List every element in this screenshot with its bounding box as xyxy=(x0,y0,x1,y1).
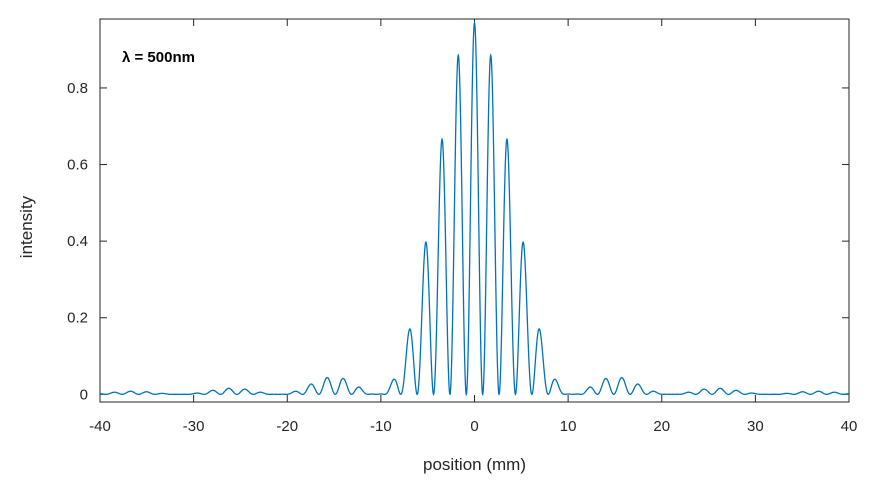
x-tick-label: 20 xyxy=(653,418,670,435)
x-tick-label: -10 xyxy=(370,418,392,435)
y-axis-label: intensity xyxy=(17,195,36,258)
x-tick-label: 10 xyxy=(560,418,577,435)
x-tick-label: 0 xyxy=(470,418,478,435)
x-tick-label: -40 xyxy=(89,418,111,435)
annotation-wavelength: λ = 500nm xyxy=(122,49,195,66)
intensity-curve xyxy=(99,20,850,397)
y-tick-label: 0.8 xyxy=(67,80,88,97)
plot-area xyxy=(99,18,850,403)
y-tick-label: 0.2 xyxy=(67,310,88,327)
x-tick-label: -30 xyxy=(183,418,205,435)
x-tick-label: 40 xyxy=(841,418,858,435)
y-tick-label: 0.6 xyxy=(67,157,88,174)
x-tick-labels: -40 -30 -20 -10 0 10 20 30 40 xyxy=(89,418,857,435)
y-tick-label: 0.4 xyxy=(67,233,88,250)
x-tick-label: 30 xyxy=(747,418,764,435)
y-tick-labels: 0 0.2 0.4 0.6 0.8 xyxy=(67,80,88,403)
x-axis-label: position (mm) xyxy=(423,455,526,474)
y-tick-label: 0 xyxy=(80,386,88,403)
axis-ticks xyxy=(99,19,850,402)
x-tick-label: -20 xyxy=(276,418,298,435)
